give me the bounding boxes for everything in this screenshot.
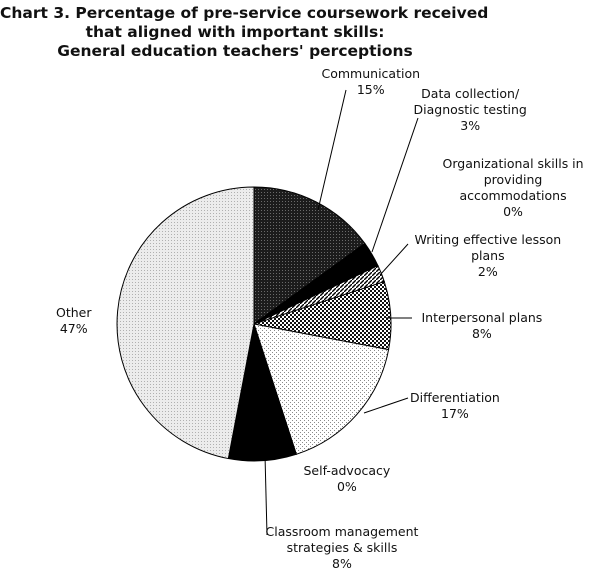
- leader-line: [379, 243, 409, 276]
- slice-label-text: Classroom management: [265, 524, 419, 539]
- slice-label-text: strategies & skills: [286, 540, 398, 555]
- slice-label-text: Interpersonal plans: [421, 310, 543, 325]
- leader-line: [317, 89, 347, 211]
- slice-value-label: 3%: [460, 118, 481, 133]
- leader-lines: [264, 89, 419, 536]
- slice-label-text: Data collection/: [421, 86, 520, 101]
- slice-value-label: 0%: [336, 479, 357, 494]
- chart-title-line-1: Chart 3. Percentage of pre-service cours…: [0, 4, 489, 22]
- slice-label: Organizational skills in providing accommo…: [443, 156, 584, 220]
- chart-title-line-3: General education teachers' perceptions: [57, 42, 413, 60]
- slice-value-label: 47%: [59, 321, 88, 336]
- slice-value-label: 8%: [471, 326, 492, 341]
- slice-label-text: providing: [483, 172, 543, 187]
- leader-line: [371, 117, 419, 253]
- slice-value-label: 15%: [356, 82, 385, 97]
- slice-value-label: 17%: [441, 406, 469, 421]
- slice-value-label: 0%: [503, 204, 523, 219]
- slice-label-text: Organizational skills in: [442, 156, 584, 171]
- slice-label: Writing effective lesson plans 2%: [415, 232, 562, 280]
- slice-label: Self-advocacy 0%: [304, 463, 391, 495]
- leader-line: [264, 454, 268, 536]
- slice-label: Interpersonal plans 8%: [422, 310, 543, 342]
- slice-label-text: Differentiation: [410, 390, 500, 405]
- slice-value-label: 2%: [477, 264, 498, 279]
- chart-title-line-2: that aligned with important skills:: [85, 23, 385, 41]
- slice-value-label: 8%: [332, 556, 352, 571]
- pie-slice: [116, 186, 255, 460]
- slice-label-text: Communication: [321, 66, 421, 81]
- slice-label: Differentiation 17%: [410, 390, 500, 422]
- slice-label-text: accommodations: [459, 188, 567, 203]
- slice-label-text: Diagnostic testing: [413, 102, 527, 117]
- slice-label-text: Writing effective lesson: [414, 232, 562, 247]
- leader-line: [363, 397, 409, 414]
- pie-slice: [253, 186, 366, 325]
- slice-label: Communication 15%: [322, 66, 421, 98]
- slice-label: Data collection/Diagnostic testing 3%: [414, 86, 527, 134]
- slice-label-text: Other: [56, 305, 92, 320]
- pie-slices: [116, 186, 392, 462]
- slice-label-text: plans: [471, 248, 505, 263]
- pie-slice: [253, 323, 390, 455]
- slice-label: Other 47%: [56, 305, 92, 337]
- slice-label: Classroom management strategies & skills 8…: [266, 524, 419, 572]
- slice-label-text: Self-advocacy: [303, 463, 391, 478]
- chart-title: Chart 3. Percentage of pre-service cours…: [0, 4, 489, 61]
